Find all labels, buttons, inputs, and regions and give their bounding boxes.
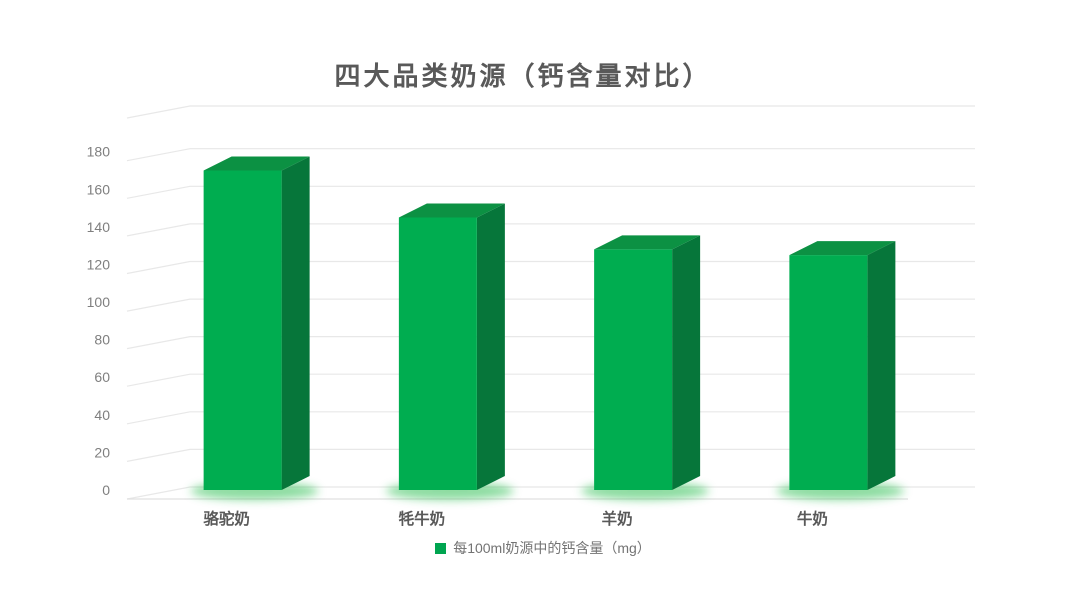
bar-side-face: [476, 203, 505, 490]
bar-牦牛奶: [385, 203, 514, 500]
gridline: [126, 486, 975, 500]
gridline: [126, 298, 975, 312]
bar-骆驼奶: [190, 156, 319, 500]
bar-羊奶: [581, 235, 710, 500]
y-axis-tick-label: 0: [102, 482, 110, 498]
y-axis-tick-label: 60: [94, 369, 110, 385]
legend-label: 每100ml奶源中的钙含量（mg）: [453, 540, 651, 556]
gridline: [126, 260, 975, 275]
x-axis-category-label: 羊奶: [602, 509, 633, 528]
y-axis-tick-label: 100: [87, 294, 111, 310]
bar-top-face: [789, 241, 896, 256]
gridline: [126, 411, 975, 425]
gridline: [126, 148, 975, 162]
gridline: [126, 336, 975, 350]
y-axis-tick-label: 180: [87, 144, 111, 160]
gridline: [126, 448, 975, 462]
y-axis-tick-label: 20: [94, 444, 110, 460]
x-axis-category-label: 牛奶: [797, 509, 828, 528]
bar-top-face: [398, 203, 505, 218]
legend-marker-icon: [435, 542, 447, 554]
wall-top-edge: [126, 105, 975, 119]
bar-牛奶: [776, 241, 905, 500]
bars-group: [190, 156, 905, 500]
bar-front-face: [398, 217, 477, 490]
y-axis-tick-label: 80: [94, 332, 110, 348]
gridline: [126, 373, 975, 387]
axis-labels-group: 0 20 40 60 80 100 120 140 160 180 骆驼奶 牦牛奶 羊奶 牛奶: [87, 144, 828, 528]
bar-front-face: [594, 249, 673, 490]
bar-side-face: [672, 235, 701, 490]
legend: 每100ml奶源中的钙含量（mg）: [3, 538, 1080, 558]
y-axis-tick-label: 40: [94, 407, 110, 423]
bar-top-face: [594, 235, 701, 250]
x-axis-category-label: 牦牛奶: [399, 509, 446, 528]
chart-title: 四大品类奶源（钙含量对比）: [334, 61, 712, 91]
y-axis-tick-label: 160: [87, 181, 111, 197]
bar-top-face: [203, 156, 310, 171]
x-axis-category-label: 骆驼奶: [203, 509, 250, 528]
y-axis-tick-label: 120: [87, 257, 111, 273]
bar-front-face: [789, 255, 868, 490]
gridline: [126, 223, 975, 237]
bar-side-face: [867, 241, 896, 490]
gridlines-group: [126, 105, 975, 500]
gridline: [126, 185, 975, 199]
y-axis-tick-label: 140: [87, 219, 111, 235]
bar-side-face: [281, 156, 310, 490]
bar-front-face: [203, 170, 282, 490]
